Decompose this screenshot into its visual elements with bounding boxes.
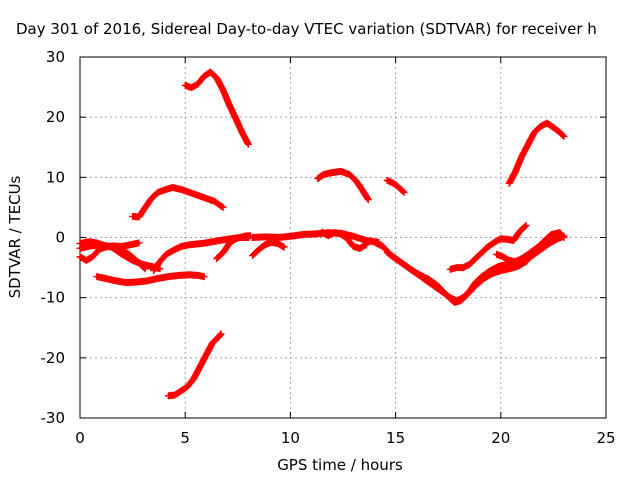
- marker-track: [181, 68, 252, 148]
- series-track-h: [76, 241, 164, 273]
- x-tick-label: 5: [180, 429, 190, 447]
- series-track-a: [181, 68, 252, 148]
- y-tick-label: -30: [41, 409, 66, 427]
- x-tick-label: 0: [75, 429, 85, 447]
- x-tick-label: 20: [491, 429, 510, 447]
- marker-track: [129, 184, 227, 221]
- series-track-q: [446, 221, 530, 273]
- marker-track: [213, 232, 254, 263]
- series-track-s: [164, 330, 225, 400]
- y-axis-label: SDTVAR / TECUs: [6, 175, 24, 298]
- series-track-n: [318, 228, 370, 252]
- marker-track: [93, 271, 208, 287]
- y-tick-label: 0: [55, 229, 65, 247]
- x-tick-label: 15: [386, 429, 405, 447]
- axis-ticks: 0 5 10 15 20 25 -30 -20 -10 0 10 20 30: [41, 48, 616, 447]
- marker-track: [505, 119, 568, 187]
- marker-track: [314, 167, 372, 204]
- y-tick-label: -20: [41, 349, 66, 367]
- x-tick-label: 10: [281, 429, 300, 447]
- marker-track: [164, 330, 225, 400]
- series-track-l: [249, 238, 288, 260]
- y-tick-label: -10: [41, 289, 66, 307]
- series-track-b: [129, 184, 227, 221]
- y-tick-label: 30: [46, 48, 65, 66]
- series-track-p: [383, 229, 564, 306]
- y-tick-label: 20: [46, 108, 65, 126]
- marker-track: [383, 229, 564, 306]
- data-marks: [76, 68, 568, 400]
- series-track-r: [493, 229, 568, 266]
- marker-track: [249, 238, 288, 260]
- chart-title: Day 301 of 2016, Sidereal Day-to-day VTE…: [16, 20, 597, 38]
- series-track-i: [93, 271, 208, 287]
- y-tick-label: 10: [46, 168, 65, 186]
- series-track-d: [383, 176, 408, 196]
- series-track-e: [505, 119, 568, 187]
- x-axis-label: GPS time / hours: [277, 456, 403, 474]
- series-track-k: [213, 232, 254, 263]
- x-tick-label: 25: [596, 429, 615, 447]
- series-track-c: [314, 167, 372, 204]
